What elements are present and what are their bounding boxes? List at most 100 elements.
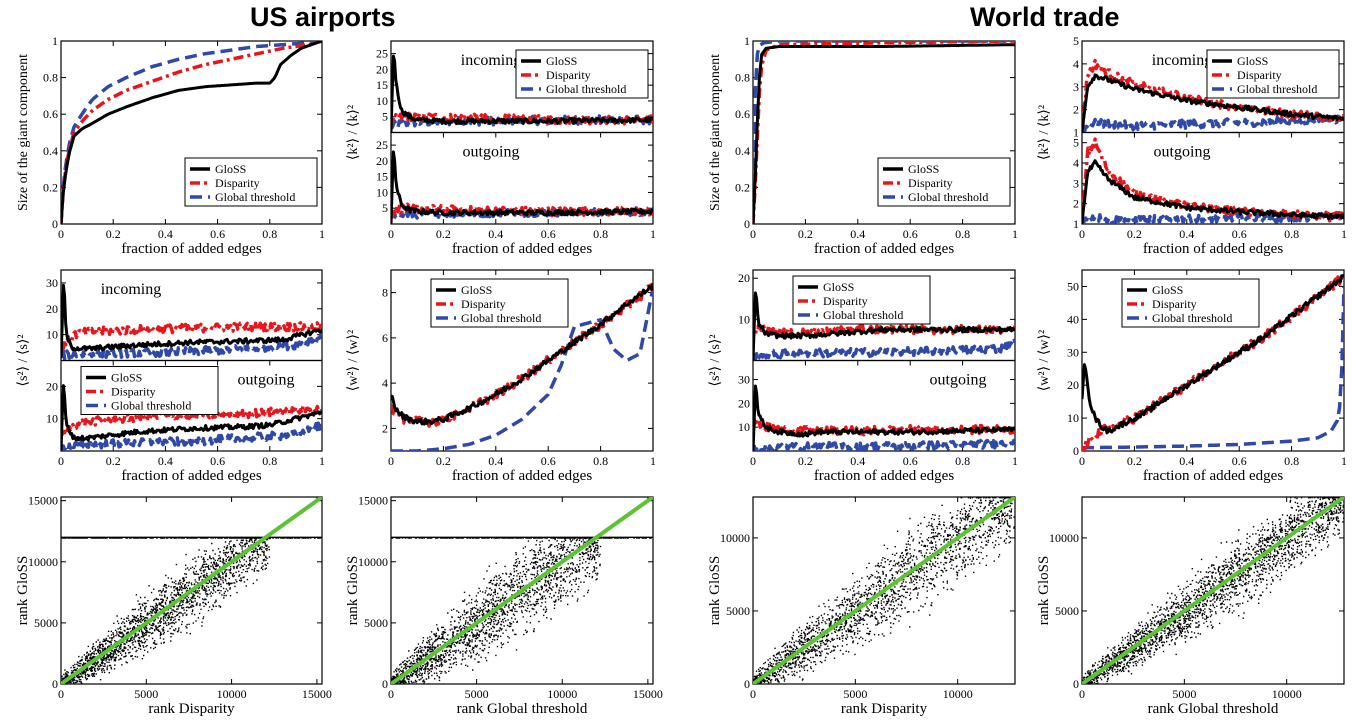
series-global-threshold	[61, 332, 322, 361]
plot-frame	[1081, 269, 1345, 452]
plot-frame	[752, 496, 1016, 685]
y-axis-label: ⟨k²⟩ / ⟨k⟩²	[346, 105, 361, 160]
legend-label: Global threshold	[1152, 311, 1232, 325]
x-axis-label: fraction of added edges	[452, 468, 593, 484]
y-axis-label: ⟨k²⟩ / ⟨k⟩²	[1037, 105, 1052, 160]
plot-frame	[390, 496, 654, 685]
series-gloss	[61, 283, 322, 359]
y-tick-label: 2	[1073, 197, 1079, 211]
y-axis-label: rank GloSS	[1036, 556, 1052, 626]
y-tick-label: 1	[744, 34, 750, 48]
y-tick-label: 4	[382, 376, 388, 390]
x-axis-label: fraction of added edges	[121, 468, 262, 484]
x-tick-label: 1	[1341, 227, 1347, 241]
legend-label: GloSS	[823, 280, 854, 294]
y-tick-label: 8	[382, 286, 388, 300]
x-tick-label: 0.2	[798, 227, 813, 241]
series-disparity	[61, 404, 322, 437]
x-tick-label: 1	[1341, 454, 1347, 468]
x-tick-label: 0	[1079, 227, 1085, 241]
x-axis-label: rank Disparity	[841, 701, 928, 717]
x-tick-label: 0	[58, 227, 64, 241]
legend-label: GloSS	[1152, 283, 1183, 297]
y-axis-label: ⟨w²⟩ / ⟨w⟩²	[346, 330, 361, 391]
series-gloss	[391, 54, 653, 133]
y-tick-label: 0.4	[43, 144, 58, 158]
y-axis-label: rank GloSS	[707, 556, 723, 626]
x-tick-label: 5000	[843, 687, 867, 701]
series-global-threshold	[61, 41, 322, 224]
y-tick-label: 2	[382, 421, 388, 435]
y-tick-label: 5	[382, 201, 388, 215]
series-disparity	[61, 321, 322, 351]
x-tick-label: 0.8	[262, 227, 277, 241]
series-disparity	[61, 41, 322, 224]
x-tick-label: 15000	[302, 687, 332, 701]
plot-frame	[390, 269, 654, 452]
x-tick-label: 1	[650, 454, 656, 468]
series-gloss	[391, 150, 653, 224]
x-tick-label: 0.8	[955, 227, 970, 241]
series-gloss	[61, 384, 322, 451]
x-tick-label: 0.2	[436, 454, 451, 468]
diagonal-line	[753, 497, 1015, 684]
x-tick-label: 0	[388, 227, 394, 241]
y-tick-label: 0	[1073, 677, 1079, 691]
panel-label-top: incoming	[1152, 52, 1212, 69]
y-tick-label: 50	[1067, 279, 1079, 293]
y-tick-label: 25	[376, 138, 388, 152]
chart-wt-giant: fraction of added edges Size of the giant…	[708, 34, 1018, 257]
series-global-threshold	[1082, 114, 1344, 133]
legend-label: GloSS	[461, 283, 492, 297]
y-tick-label: 0.6	[43, 107, 58, 121]
legend-label: Disparity	[908, 176, 953, 190]
x-tick-label: 0.4	[1179, 227, 1194, 241]
x-axis-label: fraction of added edges	[121, 241, 262, 257]
x-tick-label: 0.2	[106, 227, 121, 241]
legend-box	[80, 366, 219, 415]
y-tick-label: 5	[1073, 136, 1079, 150]
x-tick-label: 0	[750, 227, 756, 241]
chart-wt-k: fraction of added edges ⟨k²⟩ / ⟨k⟩² 1 2 3 4 5 i…	[1037, 34, 1347, 257]
scatter-point	[61, 537, 322, 684]
y-tick-label: 10	[738, 420, 750, 434]
legend-label: GloSS	[908, 162, 939, 176]
x-axis-label: rank Disparity	[148, 701, 235, 717]
legend-label: Disparity	[823, 294, 868, 308]
x-axis-label: fraction of added edges	[1143, 468, 1284, 484]
x-axis-label: fraction of added edges	[814, 468, 955, 484]
series-gloss	[1082, 274, 1344, 435]
x-tick-label: 0.4	[1179, 454, 1194, 468]
y-tick-label: 0	[1073, 444, 1079, 458]
chart-us-k: fraction of added edges⟨k²⟩ / ⟨k⟩² 510152…	[346, 40, 656, 257]
panel-label-bottom: outgoing	[238, 372, 295, 389]
x-tick-label: 0.6	[1232, 454, 1247, 468]
legend-box	[792, 275, 931, 325]
plot-frame	[60, 40, 323, 225]
diagonal-line	[1082, 497, 1344, 684]
x-tick-label: 10000	[547, 687, 577, 701]
y-tick-label: 3	[1073, 80, 1079, 94]
legend-label: Global threshold	[215, 190, 295, 204]
chart-wt-rank-disp: rank Disparity rank GloSS 0 5000 10000 0 5000 1…	[707, 496, 1016, 717]
y-tick-label: 4	[1073, 57, 1079, 71]
x-tick-label: 10000	[217, 687, 247, 701]
diagonal-line	[391, 497, 653, 684]
x-tick-label: 0	[388, 454, 394, 468]
series-gloss	[1082, 159, 1344, 224]
y-tick-label: 0	[744, 677, 750, 691]
series-gloss	[753, 384, 1015, 451]
legend-label: Global threshold	[461, 311, 541, 325]
y-tick-label: 0	[382, 677, 388, 691]
y-tick-label: 1	[1073, 126, 1079, 140]
y-tick-label: 0	[52, 677, 58, 691]
legend-label: Disparity	[1237, 68, 1282, 82]
y-tick-label: 10	[46, 412, 58, 426]
legend-box	[430, 278, 569, 328]
legend-label: GloSS	[215, 162, 246, 176]
x-tick-label: 0.4	[850, 454, 865, 468]
series-gloss	[753, 291, 1015, 361]
x-tick-label: 1	[319, 227, 325, 241]
chart-us-w: fraction of added edges ⟨w²⟩ / ⟨w⟩² 2 4 6 8 0 0…	[346, 269, 656, 484]
chart-us-rank-disp: rank Disparity rank GloSS 0 5000 10000 15000 0…	[15, 494, 332, 717]
